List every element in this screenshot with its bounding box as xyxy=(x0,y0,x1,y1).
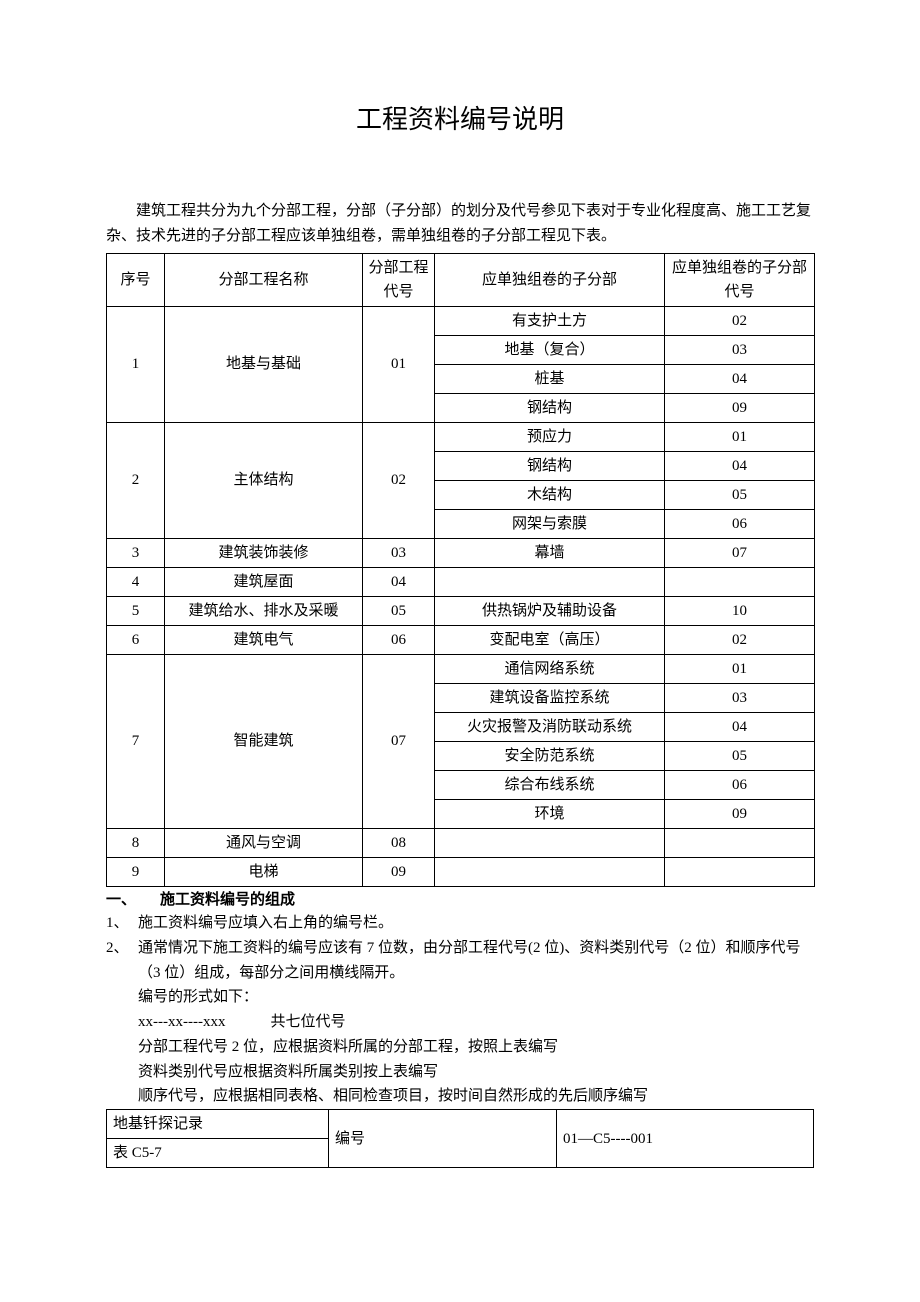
body-line: xx---xx----xxx 共七位代号 xyxy=(138,1010,814,1035)
table-cell: 木结构 xyxy=(435,480,665,509)
table-cell: 04 xyxy=(665,364,815,393)
table-cell: 06 xyxy=(363,625,435,654)
table-cell: 建筑设备监控系统 xyxy=(435,683,665,712)
table-cell: 安全防范系统 xyxy=(435,741,665,770)
table-cell: 1 xyxy=(107,306,165,422)
list-item: 2、通常情况下施工资料的编号应该有 7 位数，由分部工程代号(2 位)、资料类别… xyxy=(106,936,814,986)
body-line: 分部工程代号 2 位，应根据资料所属的分部工程，按照上表编写 xyxy=(138,1035,814,1060)
table-cell: 有支护土方 xyxy=(435,306,665,335)
table-cell: 10 xyxy=(665,596,815,625)
table-cell: 04 xyxy=(665,451,815,480)
table-cell: 05 xyxy=(665,741,815,770)
table-cell: 05 xyxy=(363,596,435,625)
table-cell xyxy=(435,857,665,886)
table-cell: 09 xyxy=(363,857,435,886)
table-cell: 04 xyxy=(665,712,815,741)
table-cell: 02 xyxy=(665,306,815,335)
section-1-title: 施工资料编号的组成 xyxy=(160,892,295,908)
list-text: 通常情况下施工资料的编号应该有 7 位数，由分部工程代号(2 位)、资料类别代号… xyxy=(138,936,814,986)
table-cell: 钢结构 xyxy=(435,451,665,480)
table-header: 应单独组卷的子分部代号 xyxy=(665,253,815,306)
table-cell: 06 xyxy=(665,770,815,799)
table-cell: 3 xyxy=(107,538,165,567)
body-line: 顺序代号，应根据相同表格、相同检查项目，按时间自然形成的先后顺序编写 xyxy=(138,1084,814,1109)
table-cell: 综合布线系统 xyxy=(435,770,665,799)
table-cell: 智能建筑 xyxy=(165,654,363,828)
table-cell xyxy=(435,828,665,857)
table-cell: 01 xyxy=(665,654,815,683)
list-number: 1、 xyxy=(106,911,138,936)
table-cell: 03 xyxy=(665,335,815,364)
table-cell: 桩基 xyxy=(435,364,665,393)
table-header: 应单独组卷的子分部 xyxy=(435,253,665,306)
example-cell: 表 C5-7 xyxy=(107,1139,329,1168)
table-cell: 通信网络系统 xyxy=(435,654,665,683)
section-1-body: 1、施工资料编号应填入右上角的编号栏。2、通常情况下施工资料的编号应该有 7 位… xyxy=(106,911,814,1109)
section-1-num: 一、 xyxy=(106,889,160,912)
table-cell: 07 xyxy=(363,654,435,828)
table-cell: 电梯 xyxy=(165,857,363,886)
table-cell xyxy=(665,567,815,596)
table-header: 序号 xyxy=(107,253,165,306)
table-cell xyxy=(665,828,815,857)
example-table: 地基钎探记录 编号 01—C5----001 表 C5-7 xyxy=(106,1109,814,1168)
table-cell: 07 xyxy=(665,538,815,567)
table-cell: 预应力 xyxy=(435,422,665,451)
section-1-heading: 一、施工资料编号的组成 xyxy=(106,889,814,912)
table-cell: 环境 xyxy=(435,799,665,828)
table-cell: 09 xyxy=(665,799,815,828)
table-cell: 9 xyxy=(107,857,165,886)
example-cell: 地基钎探记录 xyxy=(107,1110,329,1139)
body-line: 资料类别代号应根据资料所属类别按上表编写 xyxy=(138,1060,814,1085)
table-cell: 05 xyxy=(665,480,815,509)
table-cell: 04 xyxy=(363,567,435,596)
example-cell: 01—C5----001 xyxy=(557,1110,814,1168)
table-cell: 06 xyxy=(665,509,815,538)
list-text: 施工资料编号应填入右上角的编号栏。 xyxy=(138,911,814,936)
table-cell: 01 xyxy=(665,422,815,451)
table-cell: 建筑给水、排水及采暖 xyxy=(165,596,363,625)
table-cell: 03 xyxy=(665,683,815,712)
table-cell: 网架与索膜 xyxy=(435,509,665,538)
table-cell: 供热锅炉及辅助设备 xyxy=(435,596,665,625)
table-cell: 02 xyxy=(363,422,435,538)
table-header: 分部工程代号 xyxy=(363,253,435,306)
table-cell xyxy=(435,567,665,596)
table-cell: 建筑装饰装修 xyxy=(165,538,363,567)
table-cell: 地基与基础 xyxy=(165,306,363,422)
table-cell: 09 xyxy=(665,393,815,422)
table-cell: 幕墙 xyxy=(435,538,665,567)
table-cell: 5 xyxy=(107,596,165,625)
table-cell: 6 xyxy=(107,625,165,654)
table-cell: 建筑电气 xyxy=(165,625,363,654)
table-cell xyxy=(665,857,815,886)
table-cell: 地基（复合） xyxy=(435,335,665,364)
table-cell: 01 xyxy=(363,306,435,422)
list-item: 1、施工资料编号应填入右上角的编号栏。 xyxy=(106,911,814,936)
list-number: 2、 xyxy=(106,936,138,986)
body-line: 编号的形式如下： xyxy=(138,985,814,1010)
table-cell: 02 xyxy=(665,625,815,654)
table-cell: 变配电室（高压） xyxy=(435,625,665,654)
table-cell: 4 xyxy=(107,567,165,596)
table-cell: 火灾报警及消防联动系统 xyxy=(435,712,665,741)
table-cell: 7 xyxy=(107,654,165,828)
table-cell: 钢结构 xyxy=(435,393,665,422)
page-title: 工程资料编号说明 xyxy=(106,100,814,139)
table-cell: 主体结构 xyxy=(165,422,363,538)
intro-paragraph: 建筑工程共分为九个分部工程，分部（子分部）的划分及代号参见下表对于专业化程度高、… xyxy=(106,199,814,249)
table-header: 分部工程名称 xyxy=(165,253,363,306)
table-cell: 2 xyxy=(107,422,165,538)
table-cell: 通风与空调 xyxy=(165,828,363,857)
table-cell: 建筑屋面 xyxy=(165,567,363,596)
table-cell: 03 xyxy=(363,538,435,567)
table-cell: 8 xyxy=(107,828,165,857)
table-cell: 08 xyxy=(363,828,435,857)
main-table: 序号分部工程名称分部工程代号应单独组卷的子分部应单独组卷的子分部代号 1地基与基础… xyxy=(106,253,815,887)
example-cell: 编号 xyxy=(329,1110,557,1168)
